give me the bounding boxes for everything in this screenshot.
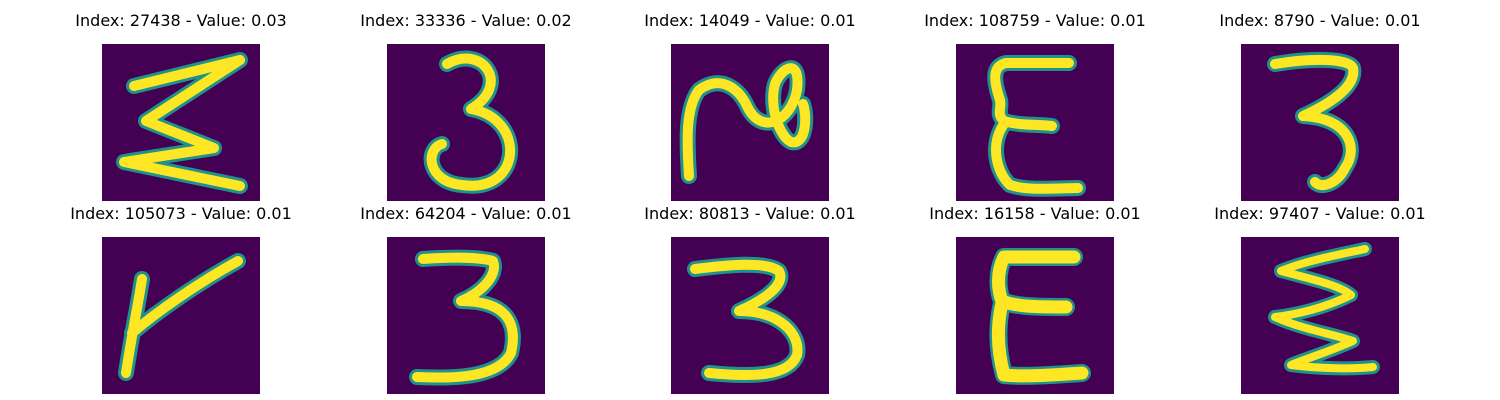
handwritten-glyph-image [671,237,829,394]
handwritten-glyph-image [956,237,1114,394]
panel-10: Index: 97407 - Value: 0.01 [1190,203,1450,394]
panel-4: Index: 108759 - Value: 0.01 [905,10,1165,201]
handwritten-glyph-image [1241,237,1399,394]
panel-1: Index: 27438 - Value: 0.03 [51,10,311,201]
panel-title: Index: 27438 - Value: 0.03 [75,11,287,30]
panel-title: Index: 14049 - Value: 0.01 [644,11,856,30]
panel-2: Index: 33336 - Value: 0.02 [336,10,596,201]
panel-title: Index: 64204 - Value: 0.01 [360,204,572,223]
handwritten-glyph-image [956,44,1114,201]
panel-5: Index: 8790 - Value: 0.01 [1190,10,1450,201]
panel-title: Index: 16158 - Value: 0.01 [929,204,1141,223]
panel-title: Index: 105073 - Value: 0.01 [70,204,292,223]
panel-9: Index: 16158 - Value: 0.01 [905,203,1165,394]
handwritten-glyph-image [1241,44,1399,201]
handwritten-glyph-image [387,44,545,201]
handwritten-glyph-image [387,237,545,394]
panel-title: Index: 108759 - Value: 0.01 [924,11,1146,30]
panel-title: Index: 80813 - Value: 0.01 [644,204,856,223]
panel-6: Index: 105073 - Value: 0.01 [51,203,311,394]
handwritten-glyph-image [102,237,260,394]
panel-8: Index: 80813 - Value: 0.01 [620,203,880,394]
handwritten-glyph-image [102,44,260,201]
panel-title: Index: 8790 - Value: 0.01 [1219,11,1421,30]
panel-3: Index: 14049 - Value: 0.01 [620,10,880,201]
panel-7: Index: 64204 - Value: 0.01 [336,203,596,394]
panel-title: Index: 33336 - Value: 0.02 [360,11,572,30]
handwritten-glyph-image [671,44,829,201]
panel-title: Index: 97407 - Value: 0.01 [1214,204,1426,223]
